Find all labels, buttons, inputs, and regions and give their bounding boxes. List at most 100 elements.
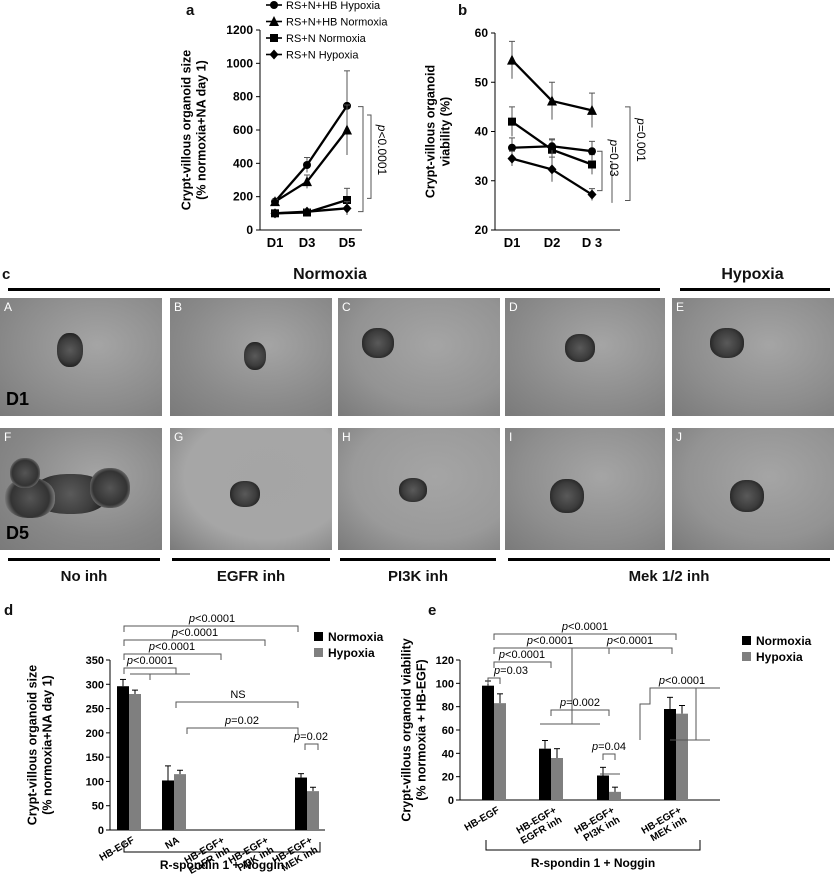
micrograph-panel: G — [170, 428, 332, 550]
bar — [307, 791, 319, 830]
category-label: HB-EGF — [98, 835, 137, 864]
micrograph-panel: I — [505, 428, 665, 550]
y-tick-label: 0 — [98, 825, 104, 837]
micrograph-panel: D — [505, 298, 665, 416]
y-tick-label: 200 — [233, 190, 253, 204]
micrograph-panel-label: C — [342, 300, 351, 314]
micrograph-panel-label: I — [509, 430, 513, 444]
hypoxia-bar — [680, 288, 830, 291]
bar — [129, 694, 141, 830]
micrograph-panel: J — [672, 428, 834, 550]
group-label: R-spondin 1 + Noggin — [160, 858, 284, 872]
y-axis-label: Crypt-villous organoid size(% normoxia+N… — [26, 665, 55, 825]
bar — [117, 686, 129, 830]
y-axis-label: Crypt-villous organoid size(% normoxia+N… — [180, 50, 209, 210]
group-label: R-spondin 1 + Noggin — [531, 856, 655, 870]
micrograph-panel: C — [338, 298, 500, 416]
micrograph-panel-label: J — [676, 430, 682, 444]
legend-marker — [270, 1, 278, 9]
bracket — [602, 753, 616, 760]
p-value-annotation: NS — [230, 689, 245, 701]
x-tick-label: D1 — [267, 235, 284, 250]
p-value-annotation: p=0.03 — [607, 138, 621, 176]
p-value-annotation: p<0.0001 — [171, 627, 218, 639]
p-value-annotation: p=0.001 — [634, 117, 648, 162]
normoxia-bar — [8, 288, 660, 291]
col-line-mek — [508, 558, 830, 561]
bracket — [175, 701, 299, 708]
micrograph-panel-label: F — [4, 430, 12, 444]
y-tick-label: 120 — [436, 655, 454, 667]
data-point — [507, 153, 517, 164]
bracket — [571, 647, 673, 724]
y-tick-label: 600 — [233, 123, 253, 137]
legend-entry: Normoxia — [328, 630, 384, 644]
micrograph-panel: B — [170, 298, 332, 416]
data-point — [303, 161, 311, 169]
p-value-annotation: p<0.0001 — [606, 635, 653, 647]
p-value-annotation: p<0.0001 — [375, 124, 389, 176]
bar — [295, 777, 307, 830]
p-value-annotation: p<0.0001 — [188, 613, 235, 625]
y-tick-label: 1200 — [226, 23, 253, 37]
p-value-annotation: p=0.03 — [493, 665, 528, 677]
x-tick-label: D5 — [339, 235, 356, 250]
p-value-annotation: p=0.04 — [591, 741, 626, 753]
y-tick-label: 50 — [92, 801, 104, 813]
y-axis-label: Crypt-villous organoid viability(% normo… — [400, 638, 429, 821]
bracket — [358, 106, 364, 213]
bracket — [639, 687, 720, 740]
data-point — [587, 104, 597, 115]
data-point — [342, 124, 352, 135]
data-point — [507, 54, 517, 65]
organoid — [362, 328, 394, 358]
category-label: NA — [163, 835, 181, 852]
data-point — [547, 164, 557, 175]
y-tick-label: 40 — [442, 748, 454, 760]
micrograph-panel-label: D — [509, 300, 518, 314]
chart-b: 20 30 40 50 60 D1 D2 D 3 Crypt-villous organoidv… — [424, 26, 649, 250]
col-label-mek: Mek 1/2 inh — [628, 568, 710, 585]
bar — [539, 748, 551, 800]
legend-entry: RS+N Hypoxia — [286, 50, 359, 62]
col-line-egfr — [172, 558, 330, 561]
y-tick-label: 20 — [442, 772, 454, 784]
organoid — [710, 328, 744, 358]
chart-a: 0 200 400 600 800 1000 1200 D1 D3 D5 Crypt-villous… — [180, 0, 390, 250]
header-normoxia: Normoxia — [293, 266, 367, 283]
legend-entry: RS+N+HB Hypoxia — [286, 0, 381, 12]
day-label: D1 — [6, 389, 30, 409]
y-tick-label: 60 — [475, 26, 489, 40]
category-label: HB-EGF+EGFR inh — [514, 805, 565, 847]
p-value-annotation: p=0.002 — [559, 697, 600, 709]
p-value-annotation: p<0.0001 — [126, 655, 173, 667]
organoid — [57, 333, 83, 367]
panel-label-e: e — [428, 602, 437, 619]
data-point — [342, 203, 352, 214]
data-point — [270, 208, 280, 219]
p-value-annotation: p=0.02 — [224, 715, 259, 727]
data-point — [547, 95, 557, 106]
data-point — [302, 206, 312, 217]
col-line-pi3k — [340, 558, 496, 561]
y-tick-label: 100 — [436, 678, 454, 690]
bracket — [493, 647, 610, 654]
bracket — [493, 633, 677, 640]
p-value-annotation: p<0.0001 — [658, 675, 705, 687]
x-tick-label: D 3 — [582, 235, 602, 250]
day-label: D5 — [6, 523, 30, 543]
col-line-no-inh — [8, 558, 160, 561]
bracket — [123, 667, 177, 674]
y-tick-label: 80 — [442, 702, 454, 714]
bracket — [625, 106, 631, 201]
category-label: HB-EGF+PI3K inh — [573, 805, 622, 846]
bracket — [487, 677, 501, 684]
bar — [676, 713, 688, 800]
y-tick-label: 350 — [86, 655, 104, 667]
organoid — [399, 478, 427, 502]
legend-swatch — [314, 648, 323, 657]
bar — [664, 709, 676, 800]
group-bracket — [485, 840, 701, 851]
micrograph-panel-label: H — [342, 430, 351, 444]
